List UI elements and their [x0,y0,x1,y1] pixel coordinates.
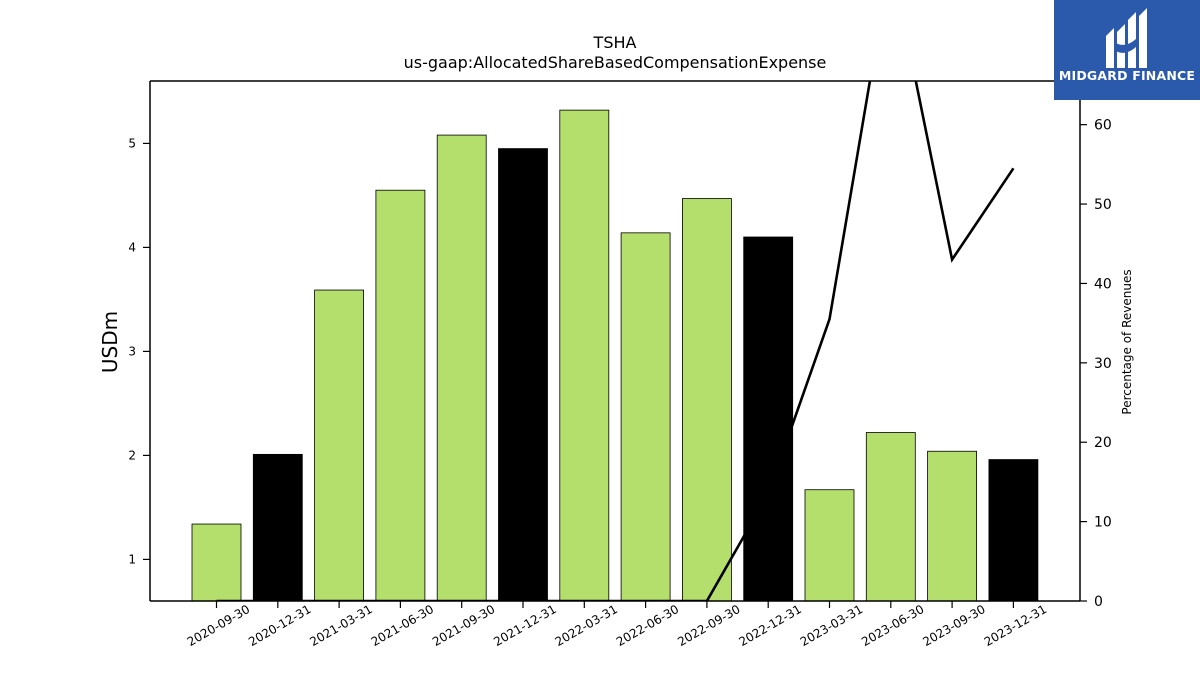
axes-group [149,80,1081,602]
x-tick-label: 2020-09-30 [185,602,252,649]
y-tick-label: 5 [128,136,136,150]
y2-tick-label: 0 [1094,594,1103,610]
bar-2022-09-30 [682,198,732,602]
y2-tick-label: 20 [1094,435,1112,451]
x-tick-label: 2022-06-30 [614,602,681,649]
bar-2022-06-30 [620,232,671,602]
x-tick-label: 2020-12-31 [246,602,313,649]
y-axis-label: USDm [98,311,122,373]
y-tick-label: 4 [128,240,136,254]
x-tick-label: 2022-03-31 [553,602,620,649]
chart-subtitle: us-gaap:AllocatedShareBasedCompensationE… [404,53,827,72]
x-tick-label: 2021-06-30 [369,602,436,649]
x-tick-label: 2023-12-31 [982,602,1049,649]
x-ticks-group: 2020-09-302020-12-312021-03-312021-06-30… [185,601,1049,649]
y2-tick-label: 30 [1094,356,1112,372]
y-tick-label: 1 [128,552,136,566]
bar-2023-12-31 [988,459,1039,602]
bar-2023-03-31 [804,489,855,602]
x-tick-label: 2021-03-31 [307,602,374,649]
brand-logo: MIDGARD FINANCE [1054,0,1200,100]
y2-tick-label: 10 [1094,515,1112,531]
bar-2023-09-30 [927,450,977,602]
bar-2020-09-30 [191,523,242,602]
bar-2020-12-31 [252,453,303,602]
y2-ticks-group: 0 10 20 30 40 50 60 [1080,118,1112,610]
y-ticks-group: 1 2 3 4 5 [128,136,150,566]
bar-2021-06-30 [375,189,426,602]
bar-2022-03-31 [559,109,610,602]
bars-group [191,109,1039,602]
y2-axis-label: Percentage of Revenues [1120,269,1134,414]
y2-tick-label: 60 [1094,118,1112,134]
y-tick-label: 3 [128,344,136,358]
x-tick-label: 2023-06-30 [859,602,926,649]
y-tick-label: 2 [128,448,136,462]
bar-2021-12-31 [498,148,548,602]
x-tick-label: 2022-09-30 [675,602,742,649]
bar-2023-06-30 [865,432,916,602]
chart-title: TSHA [593,33,637,52]
x-tick-label: 2023-09-30 [920,602,987,649]
logo-mark-icon [1106,8,1147,68]
x-tick-label: 2021-09-30 [430,602,497,649]
bar-2021-03-31 [314,289,365,602]
x-tick-label: 2021-12-31 [491,602,558,649]
x-tick-label: 2022-12-31 [736,602,803,649]
bar-2022-12-31 [743,236,794,602]
y2-tick-label: 50 [1094,197,1112,213]
bar-2021-09-30 [436,134,487,602]
x-tick-label: 2023-03-31 [798,602,865,649]
y2-tick-label: 40 [1094,276,1112,292]
logo-text: MIDGARD FINANCE [1058,68,1196,83]
